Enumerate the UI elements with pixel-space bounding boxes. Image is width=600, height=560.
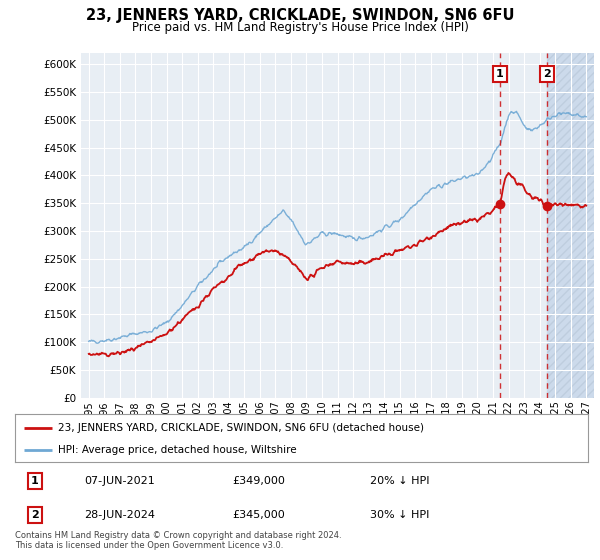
Text: 30% ↓ HPI: 30% ↓ HPI bbox=[370, 510, 430, 520]
Text: 2: 2 bbox=[31, 510, 39, 520]
Text: 23, JENNERS YARD, CRICKLADE, SWINDON, SN6 6FU (detached house): 23, JENNERS YARD, CRICKLADE, SWINDON, SN… bbox=[58, 423, 424, 433]
Text: £349,000: £349,000 bbox=[233, 476, 286, 486]
Text: 1: 1 bbox=[496, 69, 503, 79]
Text: £345,000: £345,000 bbox=[233, 510, 286, 520]
Text: 23, JENNERS YARD, CRICKLADE, SWINDON, SN6 6FU: 23, JENNERS YARD, CRICKLADE, SWINDON, SN… bbox=[86, 8, 514, 24]
Text: Price paid vs. HM Land Registry's House Price Index (HPI): Price paid vs. HM Land Registry's House … bbox=[131, 21, 469, 34]
Text: Contains HM Land Registry data © Crown copyright and database right 2024.
This d: Contains HM Land Registry data © Crown c… bbox=[15, 531, 341, 550]
Bar bbox=[547, 53, 594, 398]
Text: 1: 1 bbox=[31, 476, 39, 486]
Text: 07-JUN-2021: 07-JUN-2021 bbox=[84, 476, 155, 486]
Text: HPI: Average price, detached house, Wiltshire: HPI: Average price, detached house, Wilt… bbox=[58, 445, 296, 455]
Text: 28-JUN-2024: 28-JUN-2024 bbox=[84, 510, 155, 520]
Bar bbox=[547, 53, 594, 398]
Text: 2: 2 bbox=[544, 69, 551, 79]
Text: 20% ↓ HPI: 20% ↓ HPI bbox=[370, 476, 430, 486]
